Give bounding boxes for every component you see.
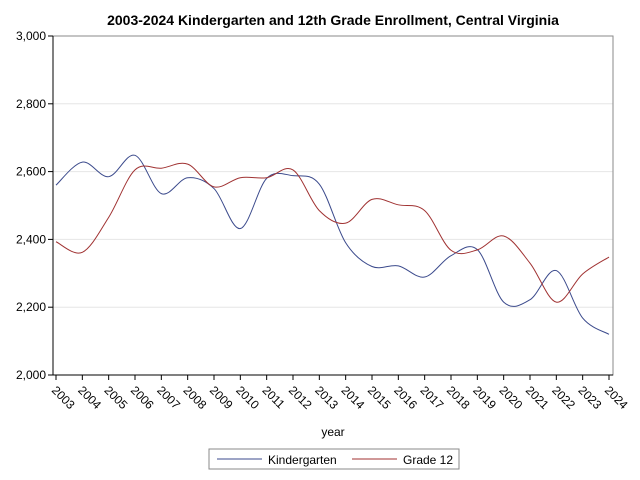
x-tick-label: 2005 xyxy=(102,383,131,412)
x-tick-label: 2022 xyxy=(549,383,578,412)
x-tick-label: 2015 xyxy=(365,383,394,412)
x-axis-ticks: 2003200420052006200720082009201020112012… xyxy=(49,375,631,412)
y-tick-label: 2,800 xyxy=(16,97,46,111)
x-tick-label: 2008 xyxy=(181,383,210,412)
y-tick-label: 2,000 xyxy=(16,368,46,382)
x-tick-label: 2019 xyxy=(470,383,499,412)
legend: Kindergarten Grade 12 xyxy=(208,448,460,470)
x-tick-label: 2024 xyxy=(602,383,631,412)
chart-title: 2003-2024 Kindergarten and 12th Grade En… xyxy=(107,12,559,28)
y-tick-label: 2,200 xyxy=(16,300,46,314)
gridlines xyxy=(53,103,613,308)
x-tick-label: 2004 xyxy=(75,383,104,412)
x-tick-label: 2011 xyxy=(260,383,288,411)
legend-box xyxy=(208,448,460,470)
y-tick-label: 2,600 xyxy=(16,165,46,179)
series-lines xyxy=(55,154,610,335)
x-tick-label: 2013 xyxy=(312,383,341,412)
y-axis-ticks: 2,000 2,200 2,400 2,600 2,800 3,000 xyxy=(16,29,53,382)
x-tick-label: 2003 xyxy=(49,383,78,412)
x-tick-label: 2023 xyxy=(576,383,605,412)
x-tick-label: 2009 xyxy=(207,383,236,412)
x-tick-label: 2021 xyxy=(523,383,552,412)
series-line-kindergarten xyxy=(55,154,610,335)
legend-label-kindergarten: Kindergarten xyxy=(268,453,337,467)
x-tick-label: 2018 xyxy=(444,383,473,412)
x-tick-label: 2010 xyxy=(233,383,262,412)
y-tick-label: 2,400 xyxy=(16,232,46,246)
x-tick-label: 2012 xyxy=(286,383,315,412)
series-line-grade-12 xyxy=(55,162,610,303)
plot-frame xyxy=(52,35,614,376)
x-tick-label: 2007 xyxy=(154,383,183,412)
legend-label-grade-12: Grade 12 xyxy=(403,453,453,467)
x-tick-label: 2016 xyxy=(391,383,420,412)
x-tick-label: 2006 xyxy=(128,383,157,412)
x-tick-label: 2020 xyxy=(497,383,526,412)
x-axis-label: year xyxy=(321,425,344,439)
x-tick-label: 2014 xyxy=(339,383,368,412)
y-tick-label: 3,000 xyxy=(16,29,46,43)
x-tick-label: 2017 xyxy=(418,383,447,412)
